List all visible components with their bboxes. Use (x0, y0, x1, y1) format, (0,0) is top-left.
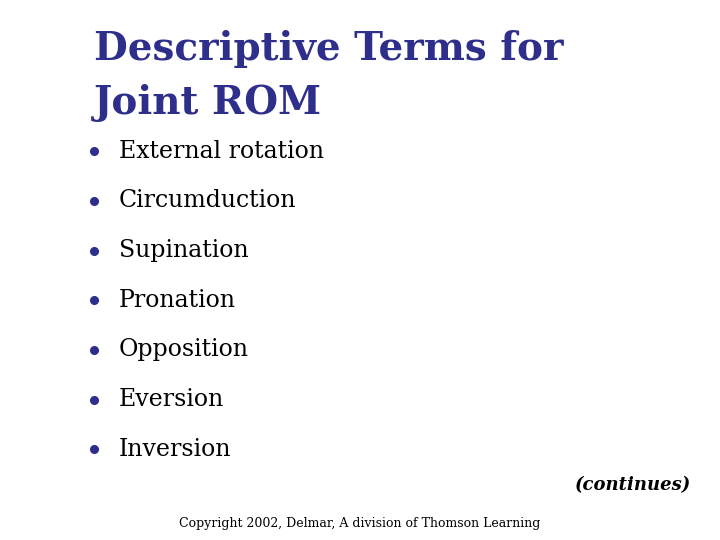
Text: Descriptive Terms for: Descriptive Terms for (94, 30, 563, 68)
Text: (continues): (continues) (575, 476, 691, 494)
Text: Opposition: Opposition (119, 339, 249, 361)
Text: Joint ROM: Joint ROM (94, 84, 322, 122)
Text: Eversion: Eversion (119, 388, 224, 411)
Text: Copyright 2002, Delmar, A division of Thomson Learning: Copyright 2002, Delmar, A division of Th… (179, 517, 541, 530)
Text: Circumduction: Circumduction (119, 190, 297, 212)
Text: External rotation: External rotation (119, 140, 324, 163)
Text: Pronation: Pronation (119, 289, 236, 312)
Text: Inversion: Inversion (119, 438, 231, 461)
Text: Supination: Supination (119, 239, 248, 262)
